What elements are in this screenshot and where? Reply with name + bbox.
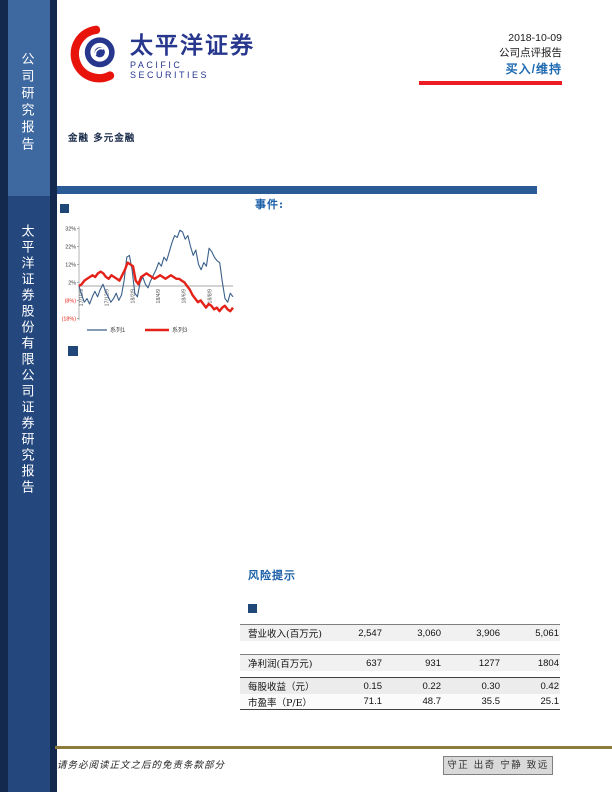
svg-text:17/12/9: 17/12/9 — [105, 289, 111, 306]
table-row-label: 净利润(百万元) — [248, 659, 313, 670]
report-date: 2018-10-09 — [508, 32, 562, 44]
table-cell-value: 3,060 — [417, 627, 441, 639]
table-cell-value: 931 — [425, 657, 441, 669]
rating-underline — [419, 81, 562, 85]
table-row: 净利润(百万元) 637 931 1277 1804 — [240, 654, 560, 671]
table-row-label: 每股收益（元） — [248, 682, 315, 693]
table-cell-value: 3,906 — [476, 627, 500, 639]
sidebar: 公司研究报告 太平洋证券股份有限公司证券研究报告 — [0, 0, 57, 792]
table-cell-value: 35.5 — [481, 696, 501, 707]
table-band: 每股收益（元） 0.15 0.22 0.30 0.42 市盈率（P/E） 71.1 48.7… — [240, 677, 560, 710]
bullet-square-icon — [68, 346, 78, 356]
report-meta: 2018-10-09 公司点评报告 买入/维持 — [499, 31, 562, 78]
footer-divider — [55, 746, 612, 749]
svg-text:(8%): (8%) — [65, 298, 77, 304]
bullet-square-icon — [248, 604, 257, 613]
table-cell-value: 25.1 — [540, 696, 560, 707]
event-heading: 事件: — [255, 198, 285, 211]
rating-badge: 买入/维持 — [505, 62, 562, 76]
svg-text:12%: 12% — [65, 262, 76, 268]
logo-cn-name: 太平洋证券 — [130, 31, 255, 58]
logo-wordmark: 太平洋证券 PACIFIC SECURITIES — [130, 32, 260, 80]
svg-text:2%: 2% — [68, 280, 76, 286]
sidebar-label-company-name: 太平洋证券股份有限公司证券研究报告 — [18, 224, 34, 496]
footer-disclaimer: 请务必阅读正文之后的免责条款部分 — [57, 760, 226, 771]
svg-text:18/6/9: 18/6/9 — [182, 289, 188, 304]
footer-slogan-box: 守正 出奇 宁静 致远 — [443, 756, 553, 775]
svg-text:系列3: 系列3 — [172, 326, 188, 334]
svg-text:18/8/9: 18/8/9 — [207, 289, 213, 304]
svg-text:18/4/9: 18/4/9 — [156, 289, 162, 304]
table-cell-value: 0.30 — [481, 680, 501, 692]
svg-text:系列1: 系列1 — [110, 326, 126, 334]
table-cell-value: 5,061 — [535, 627, 559, 639]
logo-en-name: PACIFIC SECURITIES — [130, 59, 210, 80]
table-band: 净利润(百万元) 637 931 1277 1804 — [240, 654, 560, 671]
table-row: 营业收入(百万元) 2,547 3,060 3,906 5,061 — [240, 624, 560, 641]
sidebar-panel-company: 太平洋证券股份有限公司证券研究报告 — [8, 196, 50, 792]
report-type: 公司点评报告 — [499, 47, 562, 59]
table-row-label: 市盈率（P/E） — [248, 697, 313, 709]
table-cell-value: 2,547 — [358, 627, 382, 639]
relative-performance-chart: 32% 22% 12% 2% (8%) (18%) 17/10/9 17/12/9 18/2/9… — [57, 226, 237, 342]
risk-heading: 风险提示 — [248, 569, 296, 582]
table-row-label: 营业收入(百万元) — [248, 629, 322, 640]
svg-text:22%: 22% — [65, 244, 76, 250]
table-cell-value: 0.22 — [422, 680, 442, 692]
pacific-securities-logo-icon — [70, 25, 115, 82]
sidebar-panel-report-type: 公司研究报告 — [8, 0, 50, 196]
table-cell-value: 637 — [366, 657, 382, 669]
bullet-square-icon — [60, 204, 69, 213]
sidebar-label-company-report: 公司研究报告 — [18, 52, 34, 154]
svg-text:17/10/9: 17/10/9 — [79, 289, 85, 306]
table-cell-value: 1277 — [478, 657, 500, 669]
financial-summary-table: 营业收入(百万元) 2,547 3,060 3,906 5,061 净利润(百万元) 63… — [240, 624, 560, 710]
performance-line-chart: 32% 22% 12% 2% (8%) (18%) 17/10/9 17/12/9 18/2/9… — [62, 226, 234, 334]
company-logo: 太平洋证券 PACIFIC SECURITIES — [62, 8, 260, 103]
industry-tags: 金融 多元金融 — [68, 133, 136, 144]
table-cell-value: 0.15 — [363, 680, 383, 692]
table-row: 每股收益（元） 0.15 0.22 0.30 0.42 — [240, 677, 560, 694]
svg-text:18/2/9: 18/2/9 — [130, 289, 136, 304]
table-cell-value: 0.42 — [540, 680, 560, 692]
table-cell-value: 48.7 — [422, 696, 442, 707]
svg-text:32%: 32% — [65, 226, 76, 232]
table-cell-value: 71.1 — [363, 696, 383, 707]
svg-text:(18%): (18%) — [62, 316, 77, 322]
section-divider-bar — [57, 186, 537, 194]
table-row: 市盈率（P/E） 71.1 48.7 35.5 25.1 — [240, 694, 560, 710]
table-band: 营业收入(百万元) 2,547 3,060 3,906 5,061 — [240, 624, 560, 641]
table-cell-value: 1804 — [537, 657, 559, 669]
